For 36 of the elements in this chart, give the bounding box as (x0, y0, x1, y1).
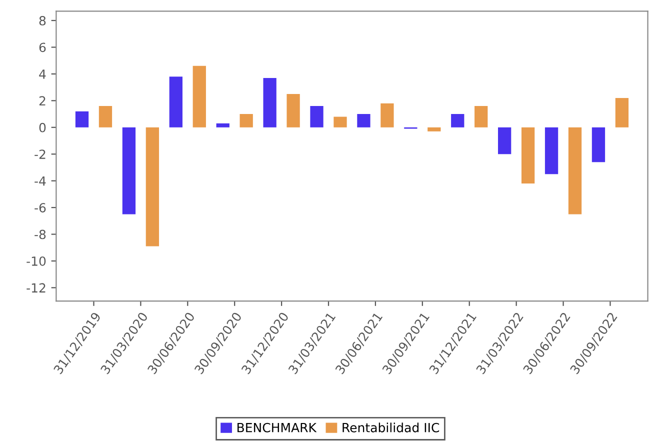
bar (544, 127, 558, 174)
bar (169, 76, 182, 128)
bar (310, 106, 324, 128)
bar (521, 127, 535, 184)
y-tick-label: 2 (39, 96, 46, 106)
bar (98, 106, 112, 128)
y-tick-label: -8 (34, 230, 46, 240)
legend-label: Rentabilidad IIC (342, 422, 440, 432)
y-tick-label: -6 (34, 203, 46, 212)
y-tick-label: -10 (26, 256, 46, 266)
bar (75, 111, 89, 128)
bar (451, 114, 464, 128)
y-tick-label: 0 (39, 122, 46, 132)
bar (428, 127, 441, 132)
bar (216, 123, 230, 128)
bar (240, 114, 253, 128)
y-tick-label: 4 (39, 70, 46, 79)
legend-label: BENCHMARK (238, 422, 317, 432)
bar (357, 114, 370, 128)
bar (615, 98, 629, 128)
y-tick-label: -4 (34, 176, 46, 186)
bar (474, 106, 488, 128)
bar (498, 127, 512, 154)
y-tick-label: 8 (39, 16, 46, 26)
bar (380, 103, 394, 128)
bar (122, 127, 136, 214)
y-tick-label: -12 (26, 283, 46, 292)
bar (592, 127, 606, 162)
bar (192, 66, 206, 128)
bar (286, 94, 300, 128)
y-tick-label: 6 (39, 42, 46, 52)
bar (334, 116, 347, 128)
bar (568, 127, 582, 214)
bar (146, 127, 160, 246)
bar (263, 78, 276, 128)
y-tick-label: -2 (34, 150, 46, 159)
